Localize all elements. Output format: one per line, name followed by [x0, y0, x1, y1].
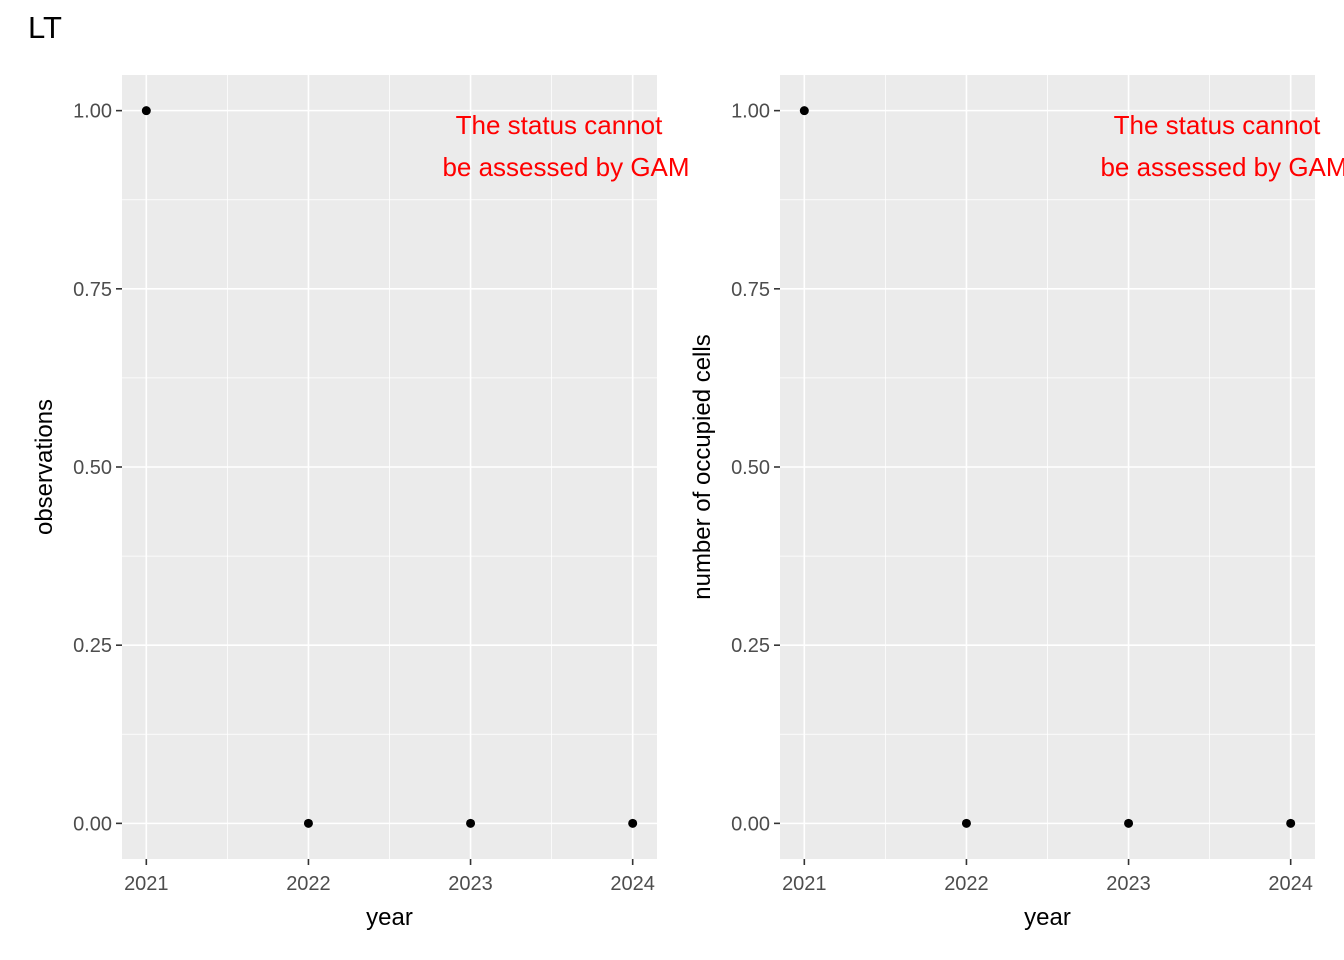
y-axis-title: number of occupied cells [689, 334, 716, 599]
annotation-text: be assessed by GAM [1100, 152, 1344, 182]
y-axis-title: observations [31, 399, 58, 535]
y-tick-label: 0.00 [73, 813, 112, 835]
x-axis-title: year [366, 904, 413, 931]
x-tick-label: 2021 [782, 873, 827, 895]
chart-panel-1: 0.00 0.25 0.50 0.75 1.00 2021 2022 2023 2024 year… [31, 75, 690, 931]
y-tick-label: 0.50 [731, 457, 770, 479]
data-point [628, 818, 638, 828]
chart-panel-2: 0.00 0.25 0.50 0.75 1.00 2021 2022 2023 2024 year… [689, 75, 1344, 931]
data-point [1124, 818, 1134, 828]
annotation-text: The status cannot [1114, 110, 1321, 140]
x-tick-label: 2023 [1106, 873, 1151, 895]
annotation-text: be assessed by GAM [442, 152, 689, 182]
y-tick-label: 0.25 [731, 635, 770, 657]
y-tick-label: 0.00 [731, 813, 770, 835]
annotation-text: The status cannot [456, 110, 663, 140]
data-point [799, 106, 809, 116]
x-tick-label: 2024 [1268, 873, 1313, 895]
data-point [466, 818, 476, 828]
y-tick-label: 0.25 [73, 635, 112, 657]
x-axis-title: year [1024, 904, 1071, 931]
x-tick-label: 2023 [448, 873, 493, 895]
x-tick-label: 2021 [124, 873, 169, 895]
y-tick-label: 1.00 [73, 101, 112, 123]
x-tick-label: 2022 [944, 873, 989, 895]
y-tick-label: 1.00 [731, 101, 770, 123]
data-point [303, 818, 313, 828]
data-point [141, 106, 151, 116]
y-tick-label: 0.50 [73, 457, 112, 479]
page-title: LT [28, 10, 62, 45]
y-tick-label: 0.75 [731, 279, 770, 301]
y-tick-label: 0.75 [73, 279, 112, 301]
data-point [961, 818, 971, 828]
x-tick-label: 2022 [286, 873, 331, 895]
data-point [1286, 818, 1296, 828]
x-tick-label: 2024 [610, 873, 655, 895]
